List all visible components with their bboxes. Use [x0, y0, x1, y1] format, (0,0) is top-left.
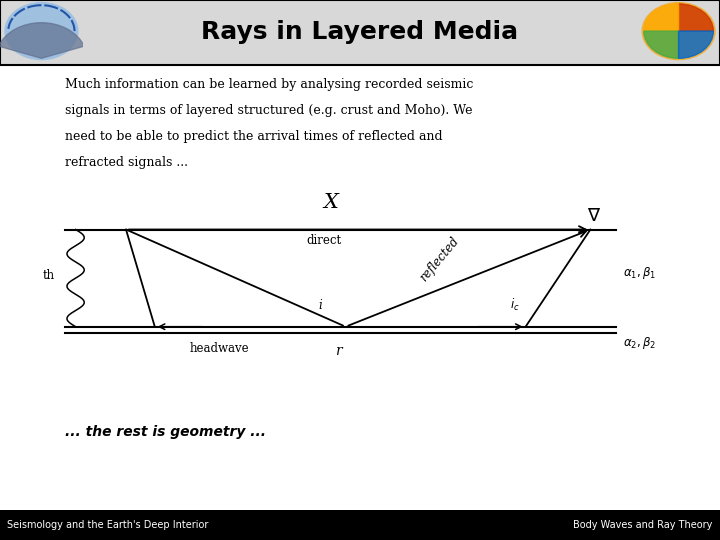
Circle shape [5, 3, 78, 59]
Text: Much information can be learned by analysing recorded seismic: Much information can be learned by analy… [65, 78, 473, 91]
Bar [0, 510, 720, 540]
Wedge shape [644, 4, 679, 31]
Text: Seismology and the Earth's Deep Interior: Seismology and the Earth's Deep Interior [7, 521, 209, 530]
Text: Rays in Layered Media: Rays in Layered Media [202, 21, 518, 44]
Text: headwave: headwave [190, 342, 249, 355]
Text: reflected: reflected [417, 234, 462, 284]
Text: X: X [324, 193, 338, 212]
Text: ... the rest is geometry ...: ... the rest is geometry ... [65, 425, 266, 439]
Text: th: th [43, 269, 55, 282]
Bar [0, 0, 720, 65]
Text: $\nabla$: $\nabla$ [587, 207, 601, 225]
Wedge shape [679, 31, 714, 58]
Text: i: i [318, 299, 323, 312]
Text: refracted signals ...: refracted signals ... [65, 156, 188, 169]
Text: $\alpha_1, \beta_1$: $\alpha_1, \beta_1$ [623, 265, 656, 281]
Wedge shape [679, 4, 714, 31]
Text: $i_c$: $i_c$ [510, 297, 520, 313]
Text: need to be able to predict the arrival times of reflected and: need to be able to predict the arrival t… [65, 130, 442, 143]
Wedge shape [644, 31, 679, 58]
Text: r: r [335, 344, 342, 358]
Text: $\alpha_2, \beta_2$: $\alpha_2, \beta_2$ [623, 335, 656, 351]
Circle shape [642, 3, 715, 59]
Text: Body Waves and Ray Theory: Body Waves and Ray Theory [573, 521, 713, 530]
Text: direct: direct [307, 234, 341, 247]
Text: signals in terms of layered structured (e.g. crust and Moho). We: signals in terms of layered structured (… [65, 104, 472, 117]
Wedge shape [0, 23, 84, 58]
